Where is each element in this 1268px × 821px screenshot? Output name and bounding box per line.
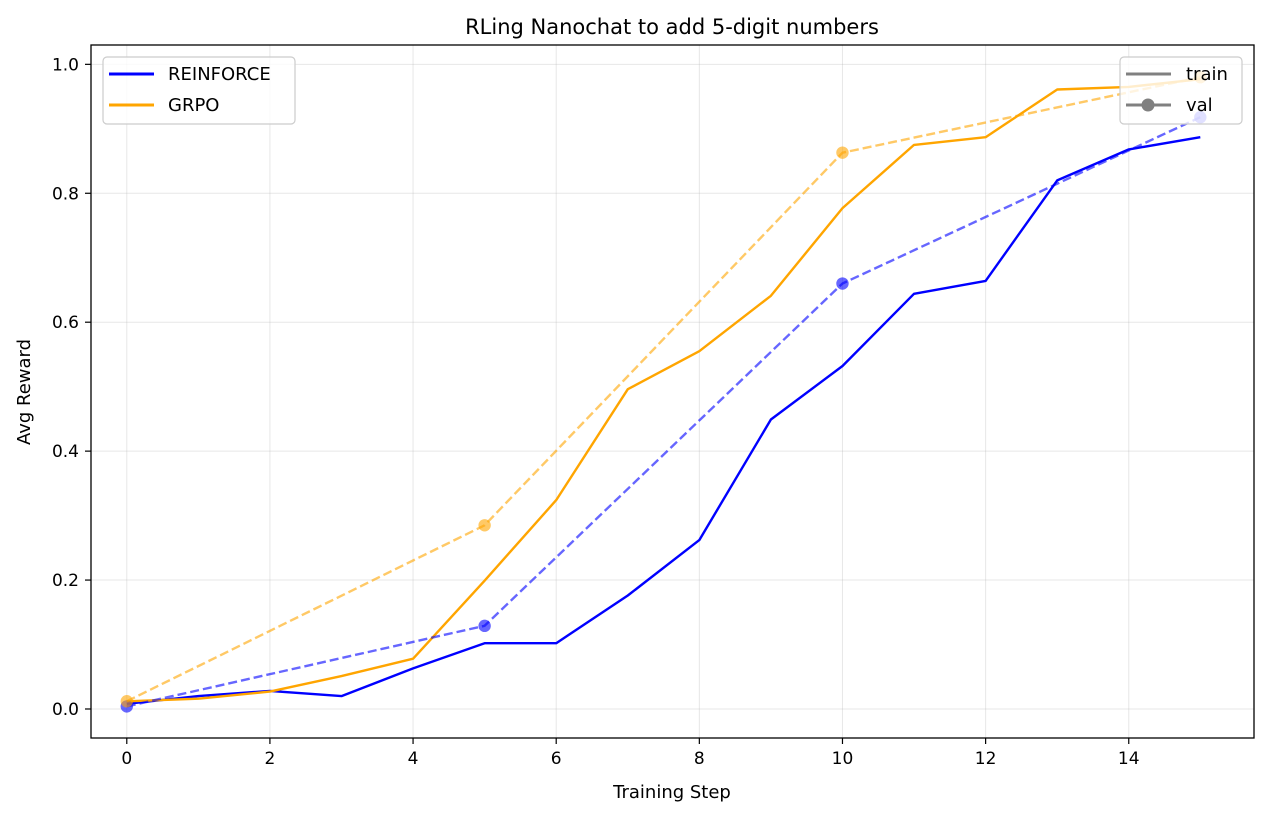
chart-title: RLing Nanochat to add 5-digit numbers (465, 15, 879, 39)
grpo-val-point (478, 519, 491, 532)
reinforce-train-line (126, 136, 1201, 705)
x-tick-label: 12 (975, 749, 997, 769)
reinforce-val-point (478, 619, 491, 633)
reinforce-val-line (126, 116, 1201, 708)
legend-style: train val (1119, 56, 1243, 125)
axis-layer: 0 2 4 6 8 10 12 14 0.0 0.2 0.4 0.6 0.8 1.0 (52, 55, 1140, 769)
legend-series: REINFORCE GRPO (102, 56, 296, 125)
grid-layer (91, 45, 1254, 738)
y-tick-label: 1.0 (52, 55, 79, 75)
legend-label: REINFORCE (168, 64, 271, 85)
y-tick-label: 0.0 (52, 700, 79, 720)
x-tick-label: 4 (408, 749, 419, 769)
series-layer (120, 71, 1207, 713)
y-tick-label: 0.6 (52, 313, 79, 333)
legend-label: val (1186, 95, 1213, 116)
x-tick-label: 8 (694, 749, 705, 769)
x-tick-label: 0 (121, 749, 132, 769)
y-tick-label: 0.8 (52, 184, 79, 204)
legend-marker (1141, 98, 1155, 112)
x-axis-label: Training Step (612, 782, 731, 803)
x-tick-label: 6 (551, 749, 562, 769)
grpo-val-point (120, 695, 133, 708)
legend-label: train (1186, 64, 1228, 85)
legend-label: GRPO (168, 95, 219, 116)
y-tick-label: 0.2 (52, 571, 79, 591)
x-tick-label: 10 (832, 749, 854, 769)
grpo-train-line (126, 78, 1201, 703)
grpo-val-point (836, 146, 849, 159)
x-tick-label: 14 (1118, 749, 1140, 769)
y-axis-label: Avg Reward (14, 339, 35, 445)
reinforce-val-point (836, 277, 849, 290)
x-tick-label: 2 (265, 749, 276, 769)
plot-frame (90, 44, 1255, 739)
y-tick-label: 0.4 (52, 442, 79, 462)
grpo-val-line (126, 76, 1201, 703)
